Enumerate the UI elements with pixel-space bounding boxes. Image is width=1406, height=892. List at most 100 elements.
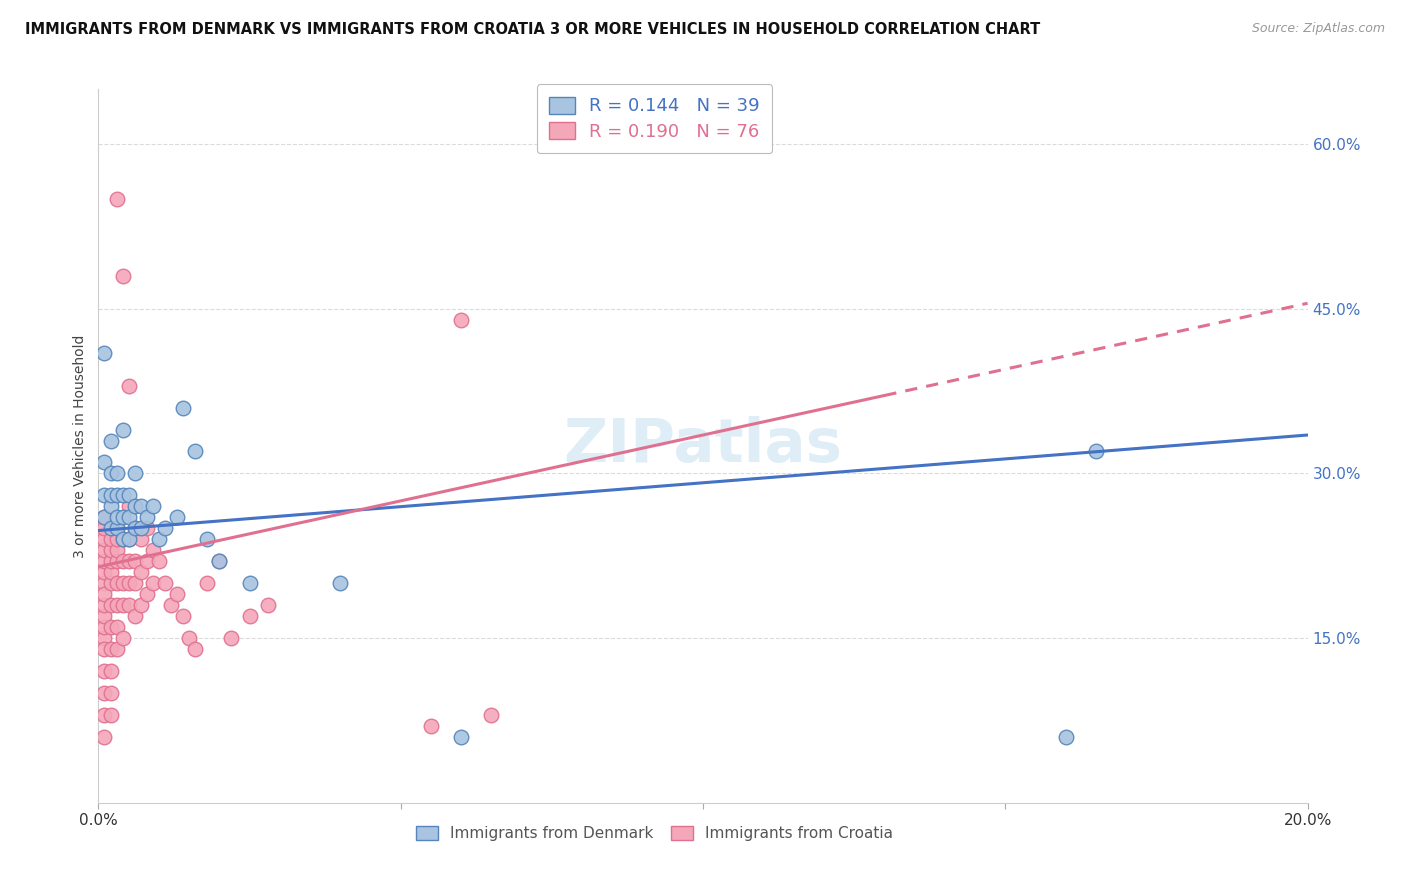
Point — [100, 620, 122, 634]
Point — [100, 467, 122, 481]
Point — [148, 554, 170, 568]
Point — [105, 192, 128, 206]
Point — [239, 609, 262, 624]
Point — [111, 488, 134, 502]
Point — [111, 533, 134, 547]
Point — [118, 510, 141, 524]
Point — [184, 444, 207, 458]
Point — [166, 510, 188, 524]
Text: ZIPatlas: ZIPatlas — [564, 417, 842, 475]
Point — [135, 587, 157, 601]
Point — [93, 730, 115, 744]
Point — [239, 576, 262, 591]
Text: IMMIGRANTS FROM DENMARK VS IMMIGRANTS FROM CROATIA 3 OR MORE VEHICLES IN HOUSEHO: IMMIGRANTS FROM DENMARK VS IMMIGRANTS FR… — [25, 22, 1040, 37]
Point — [195, 576, 218, 591]
Point — [93, 708, 115, 723]
Point — [129, 533, 152, 547]
Point — [93, 510, 115, 524]
Point — [172, 609, 194, 624]
Point — [100, 488, 122, 502]
Point — [179, 631, 201, 645]
Point — [135, 554, 157, 568]
Point — [105, 576, 128, 591]
Point — [118, 576, 141, 591]
Point — [111, 510, 134, 524]
Point — [135, 510, 157, 524]
Point — [100, 598, 122, 612]
Point — [93, 566, 115, 580]
Point — [100, 434, 122, 448]
Point — [450, 730, 472, 744]
Point — [153, 576, 176, 591]
Point — [93, 455, 115, 469]
Point — [124, 576, 146, 591]
Point — [93, 510, 115, 524]
Point — [124, 467, 146, 481]
Point — [111, 423, 134, 437]
Point — [142, 576, 165, 591]
Point — [93, 620, 115, 634]
Point — [124, 609, 146, 624]
Point — [184, 642, 207, 657]
Point — [118, 533, 141, 547]
Point — [93, 345, 115, 359]
Point — [93, 631, 115, 645]
Point — [100, 566, 122, 580]
Point — [111, 268, 134, 283]
Point — [100, 500, 122, 514]
Point — [129, 521, 152, 535]
Point — [166, 587, 188, 601]
Point — [93, 642, 115, 657]
Point — [105, 510, 128, 524]
Point — [105, 533, 128, 547]
Text: Source: ZipAtlas.com: Source: ZipAtlas.com — [1251, 22, 1385, 36]
Point — [129, 500, 152, 514]
Point — [450, 312, 472, 326]
Legend: Immigrants from Denmark, Immigrants from Croatia: Immigrants from Denmark, Immigrants from… — [409, 818, 901, 848]
Point — [93, 543, 115, 558]
Point — [208, 554, 231, 568]
Point — [93, 664, 115, 678]
Point — [100, 576, 122, 591]
Point — [111, 631, 134, 645]
Point — [93, 598, 115, 612]
Y-axis label: 3 or more Vehicles in Household: 3 or more Vehicles in Household — [73, 334, 87, 558]
Point — [111, 554, 134, 568]
Point — [105, 488, 128, 502]
Point — [105, 521, 128, 535]
Point — [93, 521, 115, 535]
Point — [111, 533, 134, 547]
Point — [118, 378, 141, 392]
Point — [118, 598, 141, 612]
Point — [105, 554, 128, 568]
Point — [124, 554, 146, 568]
Point — [129, 566, 152, 580]
Point — [172, 401, 194, 415]
Point — [100, 708, 122, 723]
Point — [118, 500, 141, 514]
Point — [111, 576, 134, 591]
Point — [124, 500, 146, 514]
Point — [100, 642, 122, 657]
Point — [100, 686, 122, 700]
Point — [420, 719, 443, 733]
Point — [100, 554, 122, 568]
Point — [1054, 730, 1077, 744]
Point — [329, 576, 352, 591]
Point — [142, 500, 165, 514]
Point — [135, 521, 157, 535]
Point — [105, 642, 128, 657]
Point — [93, 686, 115, 700]
Point — [100, 543, 122, 558]
Point — [153, 521, 176, 535]
Point — [195, 533, 218, 547]
Point — [481, 708, 503, 723]
Point — [105, 543, 128, 558]
Point — [118, 488, 141, 502]
Point — [93, 576, 115, 591]
Point — [256, 598, 278, 612]
Point — [105, 467, 128, 481]
Point — [93, 587, 115, 601]
Point — [142, 543, 165, 558]
Point — [129, 598, 152, 612]
